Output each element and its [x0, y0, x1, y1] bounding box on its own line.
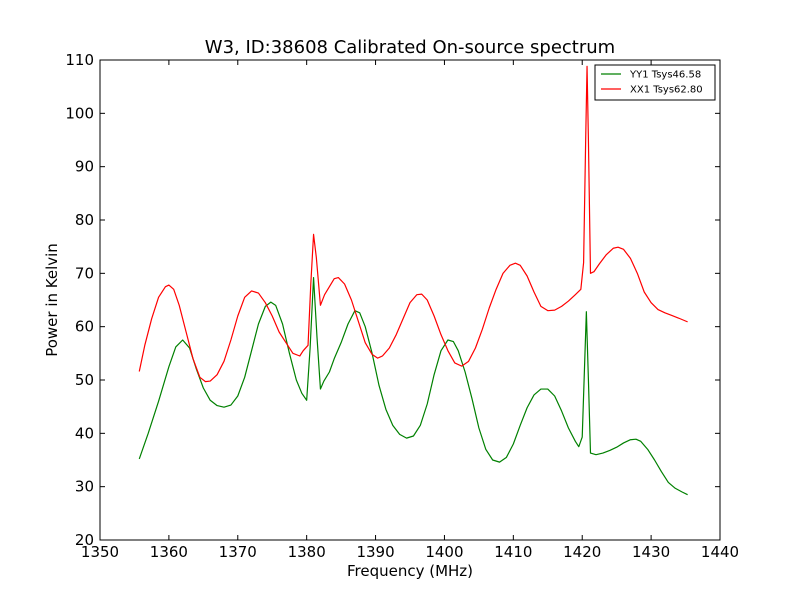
- x-tick-label: 1430: [632, 543, 670, 561]
- y-tick-label: 30: [75, 478, 94, 496]
- chart-title: W3, ID:38608 Calibrated On-source spectr…: [205, 37, 615, 58]
- y-tick-label: 20: [75, 531, 94, 549]
- y-tick-label: 40: [75, 424, 94, 442]
- y-tick-label: 50: [75, 371, 94, 389]
- y-tick-label: 60: [75, 318, 94, 336]
- x-tick-label: 1410: [494, 543, 532, 561]
- y-tick-label: 90: [75, 158, 94, 176]
- series-line-xx1: [138, 65, 688, 383]
- x-tick-label: 1400: [425, 543, 463, 561]
- legend-label-yy1: YY1 Tsys46.58: [629, 70, 701, 81]
- x-tick-label: 1370: [219, 543, 257, 561]
- x-tick-label: 1390: [356, 543, 394, 561]
- y-axis-label: Power in Kelvin: [43, 243, 61, 357]
- legend: YY1 Tsys46.58 XX1 Tsys62.80: [594, 64, 716, 101]
- legend-box: [594, 64, 716, 101]
- y-tick-label: 100: [65, 104, 94, 122]
- x-axis-label: Frequency (MHz): [347, 562, 473, 580]
- x-tick-label: 1360: [150, 543, 188, 561]
- x-tick-label: 1380: [288, 543, 326, 561]
- x-tick-label: 1420: [563, 543, 601, 561]
- plot-area: [99, 59, 721, 541]
- y-tick-label: 110: [65, 51, 94, 69]
- series-line-yy1: [138, 277, 688, 496]
- series-lines: [138, 65, 688, 496]
- y-tick-label: 70: [75, 264, 94, 282]
- axis-ticks: 1350 1360 1370 1380 1390 1400 1410 1420 1430 1440…: [65, 51, 739, 561]
- legend-label-xx1: XX1 Tsys62.80: [630, 85, 703, 96]
- x-tick-label: 1350: [81, 543, 119, 561]
- x-tick-label: 1440: [701, 543, 739, 561]
- y-tick-label: 80: [75, 211, 94, 229]
